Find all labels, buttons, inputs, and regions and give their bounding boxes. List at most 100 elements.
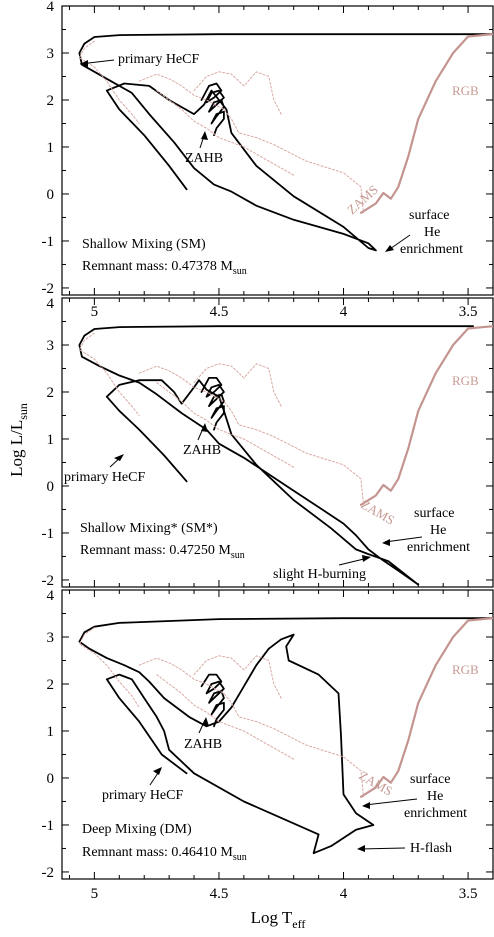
- y-tick-label: 0: [47, 187, 55, 203]
- panel-sm-series: [78, 33, 493, 252]
- panel-frame-sm: [61, 5, 494, 296]
- panel-frame-dm: [61, 589, 494, 880]
- y-tick-label: 1: [47, 432, 55, 448]
- panel-sm-annotations: primary HeCF ZAHB RGB ZAMS surface He en…: [79, 52, 479, 277]
- track-sm_star-0: [78, 325, 474, 586]
- y-tick-label: -2: [42, 865, 55, 881]
- series-layer: [78, 33, 493, 855]
- x-axis-title-main: Log T: [251, 908, 293, 927]
- arrowhead-primary-hecf-sm-star: [114, 454, 124, 461]
- x-tick-label: 5: [91, 886, 99, 902]
- y-tick-label: 2: [47, 93, 55, 109]
- legend-title-sm-star: Shallow Mixing* (SM*): [80, 521, 218, 536]
- y-tick-label: -2: [42, 573, 55, 589]
- annotation-surface-line1-dm: surface: [410, 772, 450, 787]
- y-tick-label: 3: [47, 338, 55, 354]
- y-tick-label: 3: [47, 46, 55, 62]
- y-axis-title-sub: sun: [16, 403, 30, 420]
- y-tick-label: 4: [47, 588, 55, 604]
- annotation-surface-line3: enrichment: [400, 242, 463, 257]
- arrowhead-zahb: [201, 131, 208, 140]
- panel-sm-star-annotations: primary HeCF ZAHB RGB ZAMS surface He en…: [64, 373, 479, 582]
- track-dm-6: [193, 655, 282, 699]
- track-sm_star-1: [200, 377, 225, 431]
- annotation-surface-line2-dm: He: [427, 789, 443, 804]
- x-tick-label-top: 3.5: [459, 304, 478, 320]
- track-dm-5: [156, 674, 295, 760]
- track-sm-5: [156, 90, 295, 176]
- x-tick-label: 3.5: [459, 886, 478, 902]
- annotation-zahb: ZAHB: [185, 151, 223, 166]
- track-sm_star-3: [78, 332, 140, 416]
- track-dm-1: [200, 673, 225, 728]
- track-dm-4: [138, 657, 364, 798]
- track-sm-3: [78, 40, 140, 124]
- y-tick-label: 4: [47, 296, 55, 312]
- arrow-surface-dm: [364, 798, 418, 806]
- y-tick-label: -1: [42, 818, 55, 834]
- y-axis-title: Log L/Lsun: [7, 403, 30, 477]
- annotation-surface-line2: He: [424, 225, 440, 240]
- remnant-mass-sm-star: Remnant mass: 0.47250 Msun: [80, 543, 245, 561]
- y-tick-label: 1: [47, 140, 55, 156]
- y-tick-label: -1: [42, 526, 55, 542]
- track-sm-2: [359, 33, 493, 214]
- track-sm_star-5: [156, 382, 295, 468]
- arrowhead-primary-hecf-dm: [153, 767, 162, 775]
- track-sm-4: [138, 73, 364, 214]
- y-tick-label: 0: [47, 771, 55, 787]
- label-rgb-sm-star: RGB: [452, 373, 479, 388]
- remnant-mass-dm: Remnant mass: 0.46410 Msun: [82, 845, 247, 863]
- arrowhead-zahb-dm: [202, 717, 209, 726]
- y-axis-title-main: Log L/L: [7, 420, 26, 477]
- x-tick-label-top: 5: [91, 304, 99, 320]
- annotation-surface-line1: surface: [409, 208, 449, 223]
- x-tick-label: 4.5: [210, 886, 229, 902]
- annotation-surface-line1-sm-star: surface: [414, 506, 454, 521]
- remnant-mass-sm-star-value: Remnant mass: 0.47250 M: [80, 543, 231, 558]
- x-axis-title-sub: eff: [292, 917, 305, 931]
- y-tick-label: -1: [42, 234, 55, 250]
- y-tick-label: 2: [47, 385, 55, 401]
- annotation-zahb-dm: ZAHB: [184, 737, 222, 752]
- arrowhead-surface: [385, 245, 394, 252]
- x-axis-title: Log Teff: [251, 908, 306, 931]
- annotation-zahb-sm-star: ZAHB: [183, 443, 221, 458]
- y-tick-label: 2: [47, 677, 55, 693]
- remnant-mass-sm-sub: sun: [233, 266, 247, 277]
- track-sm_star-6: [193, 363, 282, 407]
- annotation-primary-hecf: primary HeCF: [118, 52, 199, 67]
- annotation-surface-line3-dm: enrichment: [404, 806, 467, 821]
- annotation-primary-hecf-dm: primary HeCF: [102, 788, 183, 803]
- legend-title-sm: Shallow Mixing (SM): [82, 237, 206, 252]
- remnant-mass-dm-sub: sun: [233, 852, 247, 863]
- panel-frame-sm-star: [61, 297, 494, 588]
- annotation-h-flash: H-flash: [410, 841, 452, 856]
- label-rgb-dm: RGB: [452, 662, 479, 677]
- annotation-h-burning: slight H-burning: [273, 567, 366, 582]
- y-tick-label: -2: [42, 281, 55, 297]
- arrowhead-surface-dm: [362, 802, 370, 809]
- annotation-surface-line3-sm-star: enrichment: [407, 540, 470, 555]
- remnant-mass-sm-star-sub: sun: [231, 550, 245, 561]
- arrowhead-h-flash: [357, 845, 365, 852]
- annotation-primary-hecf-sm-star: primary HeCF: [64, 470, 145, 485]
- track-sm_star-2: [359, 325, 493, 506]
- arrow-surface-sm-star: [384, 536, 423, 543]
- track-dm-2: [359, 617, 493, 798]
- x-tick-label: 4: [340, 886, 348, 902]
- x-tick-label-top: 4: [340, 304, 348, 320]
- track-dm-3: [78, 627, 140, 708]
- track-sm-0: [78, 33, 493, 252]
- arrow-h-flash: [359, 847, 406, 850]
- track-dm-0: [78, 617, 493, 855]
- track-sm-6: [193, 71, 282, 115]
- y-tick-label: 3: [47, 630, 55, 646]
- annotation-surface-line2-sm-star: He: [430, 523, 446, 538]
- legend-title-dm: Deep Mixing (DM): [82, 822, 192, 837]
- x-tick-label-top: 4.5: [210, 304, 229, 320]
